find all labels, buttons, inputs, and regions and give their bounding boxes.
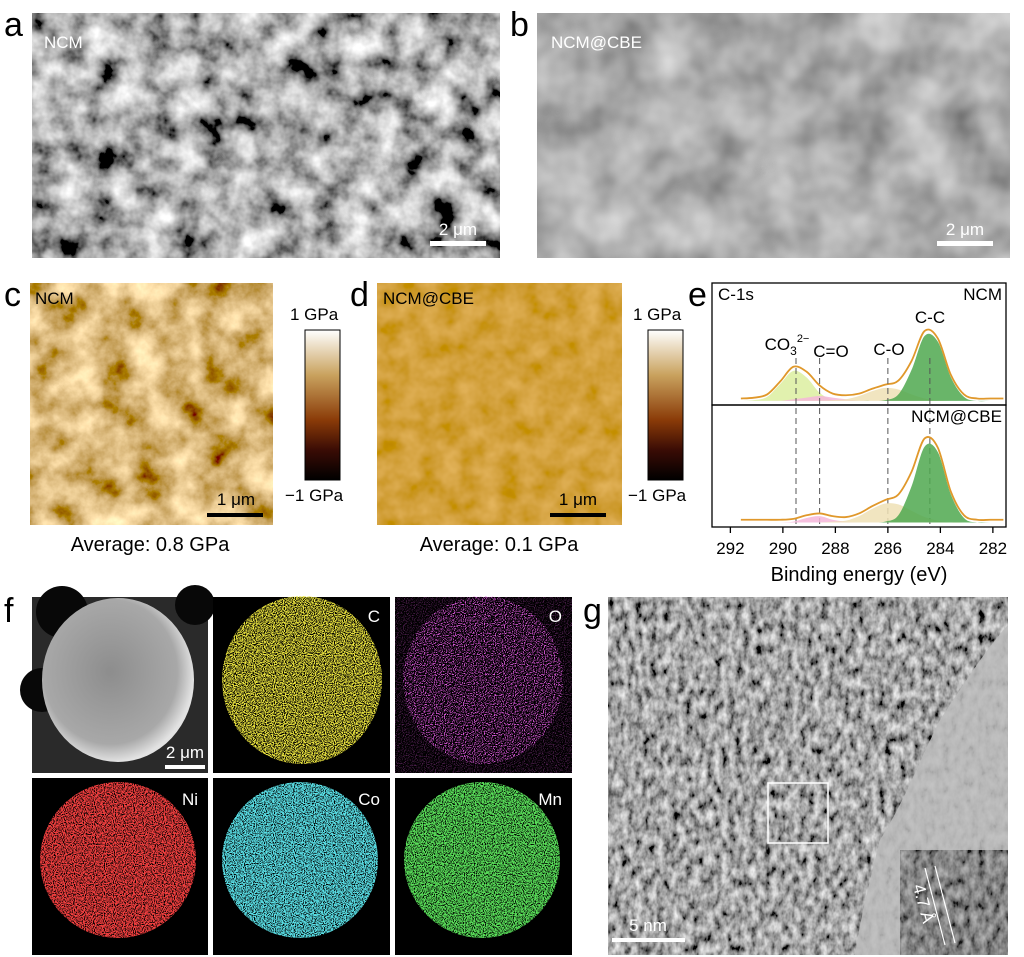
element-label: Mn [538,790,562,809]
peak-label-text: C-O [873,340,904,359]
peak-area [740,370,1004,401]
sample-label: NCM@CBE [911,407,1002,426]
element-label: C [368,607,380,626]
colorbar-max: 1 GPa [290,305,339,324]
scale-bar [550,513,606,517]
peak-area [740,387,1004,401]
afm-image [377,283,622,525]
fit-line [740,328,1004,400]
core-level: C-1s [718,285,754,304]
image-label: NCM@CBE [551,33,642,52]
sem-tile: 2 μm [20,585,215,773]
colorbar-min: −1 GPa [285,486,344,505]
afm-image [30,283,273,525]
peak-area [740,516,1004,523]
scale-bar [207,513,263,517]
scale-bar [165,765,205,769]
peak-label-text: C-C [915,308,945,327]
image-label: NCM@CBE [383,289,474,308]
scale-label: 1 μm [559,490,597,509]
x-tick-label: 282 [979,539,1007,558]
x-tick-label: 292 [716,539,744,558]
image-label: NCM [35,289,74,308]
peak-label: C=O [813,342,848,361]
peak-area [740,333,1004,402]
peak-area [740,443,1004,523]
eds-tile: Mn [395,778,572,955]
colorbar-min: −1 GPa [628,486,687,505]
plot-frame [711,282,1007,406]
x-tick-label: 288 [821,539,849,558]
peak-label-sub: 3 [790,344,797,358]
eds-tile: Co [213,778,390,955]
peak-label-text: C=O [813,342,848,361]
panel-label: e [688,276,707,314]
eds-tile: C [213,596,390,773]
peak-area [740,503,1004,523]
element-label: Co [358,790,380,809]
peak-label: C-C [915,308,945,327]
scale-bar [937,241,993,246]
panel-label: d [350,276,369,314]
scale-bar [430,241,486,246]
x-axis-label: Binding energy (eV) [771,564,948,586]
x-tick-label: 290 [769,539,797,558]
panel-label: g [583,592,602,630]
panel-label: f [4,592,14,630]
scale-label: 2 μm [166,743,204,762]
panel-label: b [510,6,529,44]
colorbar [304,329,341,481]
scale-label: 5 nm [629,916,667,935]
element-label: Ni [182,790,198,809]
fit-line [740,435,1004,522]
image-label: NCM [44,33,83,52]
average-label: Average: 0.8 GPa [71,534,231,556]
scale-label: 2 μm [439,220,477,239]
element-label: O [549,607,562,626]
average-label: Average: 0.1 GPa [420,534,580,556]
colorbar [647,329,684,481]
sample-label: NCM [963,285,1002,304]
eds-tile: O [395,596,572,773]
scale-label: 1 μm [217,490,255,509]
scale-bar [612,938,685,942]
scale-label: 2 μm [946,220,984,239]
peak-label: CO32− [765,333,810,358]
colorbar-max: 1 GPa [633,305,682,324]
xps-chart: C-1s NCM CO32−C=O C-O C-C NCM@CBE 292 290 288 286… [711,282,1007,586]
peak-label-sup: 2− [797,333,810,345]
tem-image: 4.7 Å 5 nm [608,597,1008,955]
sem-image [32,13,500,258]
peak-label-text: CO [765,335,791,354]
panel-label: c [4,276,21,314]
x-tick-label: 284 [926,539,954,558]
plot-frame [711,404,1007,528]
panel-label: a [4,6,23,44]
x-tick-label: 286 [874,539,902,558]
sem-image [537,13,1010,258]
peak-label: C-O [873,340,904,359]
eds-tile: Ni [32,778,208,955]
peak-area [740,396,1004,402]
